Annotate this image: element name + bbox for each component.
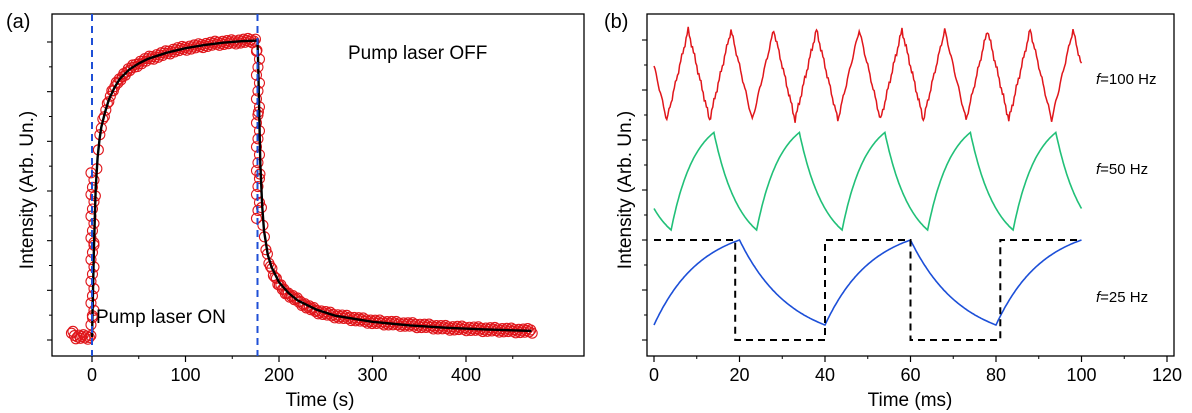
data-point bbox=[502, 326, 514, 338]
panel-a-x-tick-label: 100 bbox=[170, 365, 200, 385]
data-point bbox=[378, 319, 390, 331]
panel-b-label: (b) bbox=[604, 11, 628, 33]
panel-b-plot-area: 0 20 40 60 80 100 120 bbox=[642, 13, 1182, 385]
panel-b-x-tick-label: 40 bbox=[815, 365, 835, 385]
data-point bbox=[250, 93, 263, 105]
data-point bbox=[250, 69, 263, 81]
data-point bbox=[74, 332, 86, 344]
legend-f25: f=25 Hz bbox=[1096, 289, 1148, 306]
panel-a-label: (a) bbox=[6, 11, 30, 33]
data-point bbox=[85, 232, 97, 244]
panel-b-x-axis-label: Time (ms) bbox=[868, 390, 953, 411]
panel-b-x-tick-label: 100 bbox=[1066, 365, 1096, 385]
data-point bbox=[83, 331, 95, 343]
panel-b-x-tick-label: 20 bbox=[729, 365, 749, 385]
data-point bbox=[323, 308, 335, 320]
data-point bbox=[253, 173, 266, 185]
data-point bbox=[85, 297, 97, 309]
square-wave-line bbox=[654, 239, 1082, 341]
data-point bbox=[85, 254, 97, 266]
data-point bbox=[249, 33, 261, 45]
data-point bbox=[103, 96, 115, 108]
data-point bbox=[104, 90, 116, 102]
data-point bbox=[85, 275, 97, 287]
panel-b-x-tick-label: 80 bbox=[986, 365, 1006, 385]
data-point bbox=[526, 327, 538, 339]
annotation-pump-off: Pump laser OFF bbox=[348, 43, 487, 64]
data-point bbox=[411, 322, 423, 334]
data-point bbox=[86, 203, 99, 215]
panel-a-markers bbox=[65, 32, 538, 345]
data-point bbox=[362, 317, 374, 329]
panel-a-x-tick-label: 400 bbox=[451, 365, 481, 385]
panel-a-x-tick-label: 300 bbox=[357, 365, 387, 385]
panel-a-fit-line bbox=[90, 39, 532, 338]
legend-f100-rest: =100 Hz bbox=[1100, 71, 1156, 88]
data-point bbox=[519, 326, 531, 338]
data-point bbox=[250, 141, 263, 153]
data-point bbox=[427, 323, 440, 335]
series-f25-line bbox=[653, 239, 1082, 326]
data-point bbox=[252, 109, 264, 121]
panel-b-x-tick-label: 60 bbox=[900, 365, 920, 385]
data-point bbox=[250, 212, 263, 224]
panel-a-x-tick-label: 0 bbox=[87, 365, 97, 385]
data-point bbox=[253, 53, 266, 65]
panel-b-y-axis-label: Intensity (Arb. Un.) bbox=[615, 111, 636, 269]
panel-b-x-tick-label: 120 bbox=[1152, 365, 1182, 385]
data-point bbox=[252, 157, 264, 169]
data-point bbox=[85, 319, 97, 331]
series-f50-line bbox=[653, 130, 1083, 232]
panel-a-x-tick-label: 200 bbox=[264, 365, 294, 385]
legend-f25-italic: f bbox=[1096, 289, 1102, 306]
legend-f25-rest: =25 Hz bbox=[1100, 289, 1148, 306]
legend-f50-italic: f bbox=[1096, 161, 1102, 178]
legend-f100: f=100 Hz bbox=[1096, 71, 1156, 88]
data-point bbox=[432, 323, 444, 335]
panel-b: (b) 0 20 40 60 80 100 120 Time (ms) Intensity … bbox=[604, 11, 1182, 411]
panel-b-x-tick-label: 0 bbox=[649, 365, 659, 385]
data-point bbox=[85, 330, 97, 342]
data-point bbox=[88, 304, 100, 316]
panel-a-plot-area: 0 100 200 300 400 bbox=[47, 13, 585, 385]
legend-f50: f=50 Hz bbox=[1096, 161, 1148, 178]
legend-f100-italic: f bbox=[1096, 71, 1102, 88]
data-point bbox=[252, 133, 264, 145]
data-point bbox=[253, 196, 266, 209]
data-point bbox=[394, 320, 407, 332]
data-point bbox=[88, 174, 100, 186]
panel-a-y-axis-label: Intensity (Arb. Un.) bbox=[17, 111, 38, 269]
panel-a-frame bbox=[51, 13, 585, 357]
annotation-pump-on: Pump laser ON bbox=[96, 307, 226, 328]
panel-a-x-axis-label: Time (s) bbox=[286, 390, 355, 411]
series-f100-line bbox=[653, 26, 1083, 123]
legend-f50-rest: =50 Hz bbox=[1100, 161, 1148, 178]
data-point bbox=[252, 181, 264, 193]
data-point bbox=[366, 317, 378, 330]
data-point bbox=[329, 312, 341, 324]
data-point bbox=[250, 117, 263, 129]
data-point bbox=[345, 315, 357, 327]
panel-a: (a) 0 100 200 300 400 Time (s) Intensity (Ar… bbox=[6, 11, 585, 411]
